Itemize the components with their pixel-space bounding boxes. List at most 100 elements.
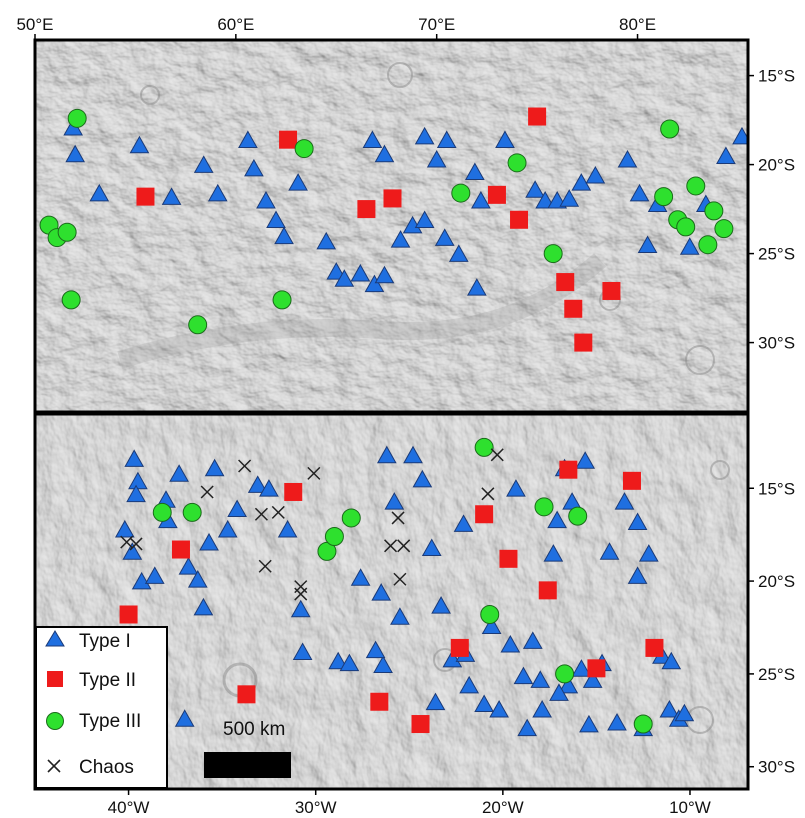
legend-type3-icon xyxy=(46,712,64,730)
type1-marker xyxy=(629,183,650,202)
scale-bar: 500 km xyxy=(204,719,291,778)
legend-type1-label: Type I xyxy=(79,631,131,652)
type3-marker xyxy=(507,153,527,173)
type3-marker xyxy=(686,176,706,196)
top-craters xyxy=(117,62,715,375)
type1-marker xyxy=(129,135,150,154)
top-terrain-relief xyxy=(35,40,748,412)
chaos-marker xyxy=(200,485,214,499)
type1-marker xyxy=(362,130,383,148)
y-tick-label: 15°S xyxy=(758,67,795,86)
type1-marker xyxy=(259,479,279,497)
legend-type1-icon xyxy=(45,630,65,647)
type1-marker xyxy=(373,655,393,673)
chaos-marker xyxy=(391,511,405,525)
type1-marker xyxy=(204,458,225,477)
type1-marker xyxy=(374,265,395,284)
type2-marker xyxy=(510,210,529,229)
type1-marker xyxy=(350,263,371,282)
type1-marker xyxy=(414,126,435,145)
top-points-layer xyxy=(39,107,795,352)
type1-marker xyxy=(126,484,146,503)
type2-marker xyxy=(383,189,402,208)
y-tick-label: 15°S xyxy=(758,479,795,498)
type1-marker xyxy=(227,499,247,518)
type3-marker xyxy=(543,244,563,264)
type2-marker xyxy=(574,333,593,352)
type1-marker xyxy=(585,166,606,184)
chaos-marker xyxy=(238,459,252,473)
type1-marker xyxy=(290,599,311,618)
type1-marker xyxy=(390,607,410,625)
type1-marker xyxy=(442,649,463,668)
type1-marker xyxy=(217,519,238,538)
y-tick-label: 30°S xyxy=(758,758,795,777)
type1-marker xyxy=(364,274,385,293)
type1-marker xyxy=(732,126,748,145)
y-tick-label: 25°S xyxy=(758,245,795,264)
type1-marker xyxy=(532,700,553,718)
type1-marker xyxy=(579,714,599,733)
chaos-marker xyxy=(258,559,272,573)
type2-marker xyxy=(602,281,621,300)
chaos-marker xyxy=(307,466,321,480)
legend-type2-label: Type II xyxy=(79,670,136,691)
type1-marker xyxy=(547,510,567,529)
type1-marker xyxy=(174,709,195,727)
type3-marker xyxy=(676,217,696,237)
type1-marker xyxy=(247,475,268,493)
type1-marker xyxy=(525,180,545,198)
top-map-panel xyxy=(33,38,795,414)
type1-marker xyxy=(384,492,405,510)
type1-marker xyxy=(244,158,264,177)
type1-marker xyxy=(627,512,648,531)
x-tick-label: 70°E xyxy=(418,15,455,34)
scale-bar-label: 500 km xyxy=(223,719,285,740)
type1-marker xyxy=(376,445,397,464)
legend-type2-icon xyxy=(47,671,63,687)
type1-marker xyxy=(421,538,442,557)
type1-marker xyxy=(471,190,491,209)
type3-marker xyxy=(182,502,202,522)
type1-marker xyxy=(277,519,298,538)
type1-marker xyxy=(238,130,258,148)
type1-marker xyxy=(495,130,515,148)
type1-marker xyxy=(549,683,569,701)
bottom-panel-frame xyxy=(33,412,750,791)
type2-marker xyxy=(499,549,518,568)
type3-marker xyxy=(61,290,81,310)
type2-marker xyxy=(487,185,506,204)
type1-marker xyxy=(753,140,771,156)
type1-marker xyxy=(659,700,680,718)
type1-marker xyxy=(464,162,485,180)
type1-marker xyxy=(453,514,474,532)
x-tick-label: 10°W xyxy=(669,798,711,817)
type1-marker xyxy=(178,557,199,575)
x-tick-label: 30°W xyxy=(295,798,337,817)
type1-marker xyxy=(193,597,214,616)
y-tick-label: 30°S xyxy=(758,334,795,353)
type1-marker xyxy=(599,542,620,560)
type1-marker xyxy=(328,651,349,670)
type1-marker xyxy=(543,544,564,562)
type2-marker xyxy=(538,581,557,600)
type1-marker xyxy=(365,640,386,659)
chaos-marker xyxy=(129,537,143,551)
legend-type3-label: Type III xyxy=(79,711,141,732)
type1-marker xyxy=(777,213,795,229)
type1-marker xyxy=(412,469,433,488)
type1-marker xyxy=(559,189,580,207)
type2-marker xyxy=(171,540,190,559)
type1-marker xyxy=(448,244,469,262)
x-tick-label: 40°W xyxy=(108,798,150,817)
scale-bar-block xyxy=(204,752,291,778)
x-tick-label: 80°E xyxy=(619,15,656,34)
type1-marker xyxy=(459,675,480,694)
type1-marker xyxy=(390,230,411,248)
type3-marker xyxy=(698,235,718,255)
type1-marker xyxy=(161,187,182,205)
chaos-marker xyxy=(481,487,495,501)
type1-marker xyxy=(339,653,360,672)
type1-marker xyxy=(661,651,682,670)
